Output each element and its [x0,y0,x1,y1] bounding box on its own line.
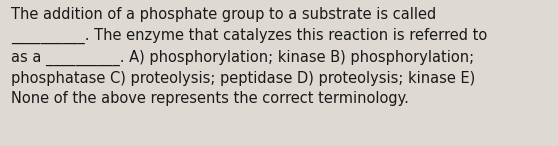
Text: The addition of a phosphate group to a substrate is called
__________. The enzym: The addition of a phosphate group to a s… [11,7,487,106]
